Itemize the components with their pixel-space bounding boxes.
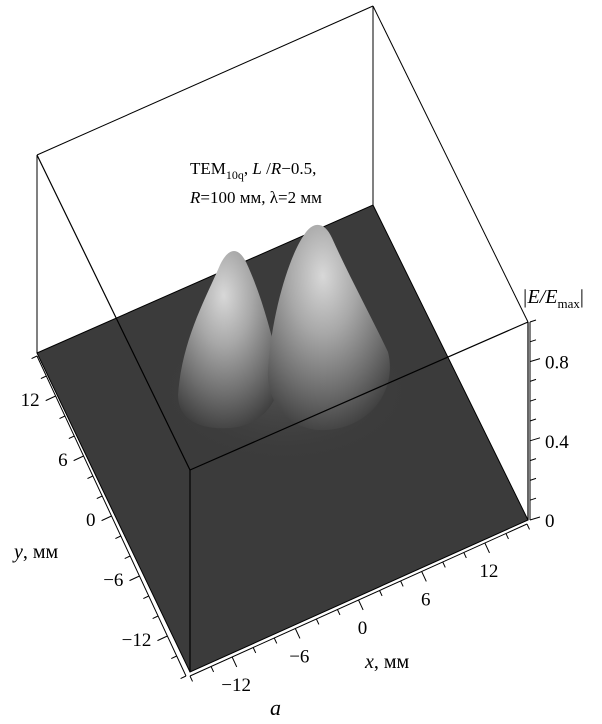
x-minor-tick xyxy=(400,580,404,587)
y-major-tick xyxy=(101,515,112,522)
z-label-sub: max xyxy=(558,296,581,311)
z-label-end: | xyxy=(580,286,584,308)
y-var: y xyxy=(12,541,23,563)
z-tick-label: 0.8 xyxy=(545,353,569,374)
y-tick-label: 0 xyxy=(86,510,96,531)
y-minor-tick xyxy=(68,435,75,439)
y-minor-tick xyxy=(143,595,149,599)
y-tick-label: 12 xyxy=(21,390,40,411)
x-major-tick xyxy=(358,599,364,611)
y-minor-tick xyxy=(124,555,131,559)
y-major-tick xyxy=(73,455,84,462)
x-minor-tick xyxy=(315,618,320,625)
z-minor-tick xyxy=(529,378,537,382)
annotation-line1: TEM10q, L /R−0.5, xyxy=(190,159,316,182)
y-minor-tick xyxy=(152,615,159,619)
y-minor-tick xyxy=(180,675,187,679)
z-major-tick xyxy=(529,358,541,363)
x-major-tick xyxy=(231,656,238,668)
ratio-r: R xyxy=(270,159,282,178)
annotation-line2: R=100 мм, λ=2 мм xyxy=(189,188,322,207)
y-minor-tick xyxy=(96,495,103,499)
y-tick-label: −6 xyxy=(103,570,123,591)
z-minor-tick xyxy=(529,458,537,462)
box-edge xyxy=(36,5,374,156)
x-minor-tick xyxy=(210,666,215,673)
x-minor-tick xyxy=(526,523,530,530)
x-minor-tick xyxy=(463,552,467,559)
z-axis-label: |E/Emax| xyxy=(522,286,584,311)
x-minor-tick xyxy=(505,533,509,540)
ratio-l: L xyxy=(251,159,261,178)
y-minor-tick xyxy=(31,355,38,359)
y-minor-tick xyxy=(87,475,94,479)
box-back-edges xyxy=(36,5,529,353)
mode-label: TEM xyxy=(190,159,226,178)
y-tick-label: −12 xyxy=(122,630,152,651)
x-minor-tick xyxy=(442,561,446,568)
x-axis-label: x, мм xyxy=(364,651,410,673)
surface-peaks xyxy=(155,224,415,465)
x-major-tick xyxy=(294,628,301,639)
z-tick-label: 0 xyxy=(545,511,555,532)
z-label-main: |E/E xyxy=(522,286,558,308)
x-minor-tick xyxy=(189,675,193,682)
z-minor-tick xyxy=(529,339,537,343)
z-tick-label: 0.4 xyxy=(545,432,569,453)
ratio-sep: / xyxy=(262,159,271,178)
r-var: R xyxy=(189,188,201,207)
z-major-tick xyxy=(529,437,541,442)
ticks xyxy=(31,319,541,682)
box-edge xyxy=(189,321,529,471)
y-major-tick xyxy=(157,635,168,642)
y-minor-tick xyxy=(171,655,177,659)
box-edge xyxy=(372,5,529,323)
y-unit: , мм xyxy=(23,541,59,563)
figure-caption: a xyxy=(270,695,281,720)
x-minor-tick xyxy=(336,609,341,616)
x-var: x xyxy=(364,651,374,673)
y-axis-label: y, мм xyxy=(12,541,59,563)
z-minor-tick xyxy=(529,319,537,323)
comma: , xyxy=(244,159,253,178)
y-major-tick xyxy=(45,395,56,402)
peak-right xyxy=(267,224,390,431)
x-tick-label: 12 xyxy=(479,561,498,582)
z-minor-tick xyxy=(529,398,537,402)
z-major-tick xyxy=(529,516,541,521)
x-minor-tick xyxy=(379,590,383,597)
y-major-tick xyxy=(129,575,140,582)
x-tick-label: 0 xyxy=(358,618,368,639)
y-minor-tick xyxy=(59,415,66,419)
z-minor-tick xyxy=(529,477,537,481)
ratio-value: −0.5, xyxy=(281,159,316,178)
box-edge xyxy=(36,154,191,471)
x-minor-tick xyxy=(252,647,257,654)
r-value: =100 мм, λ=2 мм xyxy=(200,188,322,207)
x-minor-tick xyxy=(273,637,278,644)
x-major-tick xyxy=(421,571,427,582)
x-tick-label: 6 xyxy=(421,590,431,611)
tick-labels: 12 6 0 −6 −12 −12 −6 0 6 12 0.8 0.4 0 xyxy=(21,353,570,696)
z-minor-tick xyxy=(529,418,537,422)
peak-left xyxy=(178,251,280,429)
z-minor-tick xyxy=(529,497,537,501)
x-tick-label: −6 xyxy=(289,647,309,668)
box-front-edges xyxy=(36,154,529,672)
x-tick-label: −12 xyxy=(221,675,251,696)
x-major-tick xyxy=(484,542,490,554)
y-minor-tick xyxy=(40,375,47,379)
mode-subscript: 10q xyxy=(226,168,244,182)
y-tick-label: 6 xyxy=(58,450,68,471)
y-minor-tick xyxy=(115,535,122,539)
x-unit: , мм xyxy=(374,651,410,673)
